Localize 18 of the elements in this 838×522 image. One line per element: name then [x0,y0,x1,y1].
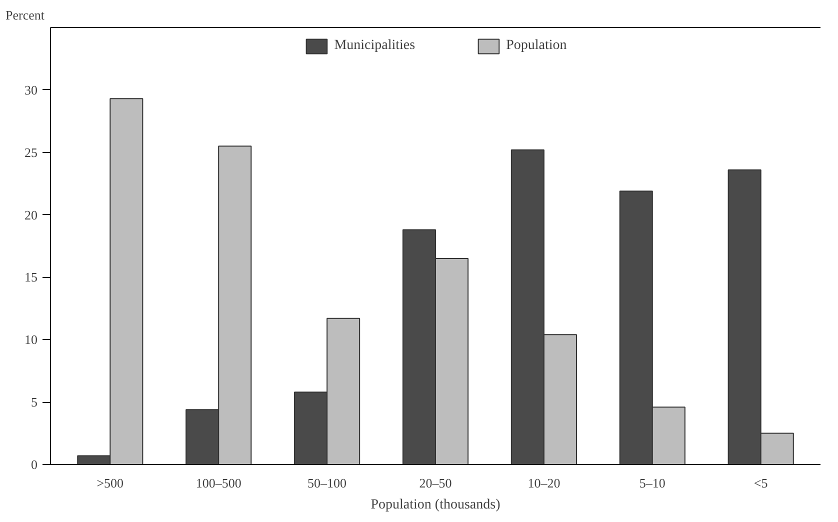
y-axis-title: Percent [6,8,45,22]
x-tick-label: >500 [96,476,124,490]
x-axis-title: Population (thousands) [370,498,501,512]
y-tick-label: 10 [24,332,38,348]
y-tick-label: 0 [31,457,38,472]
legend-label: Municipalities [334,38,416,54]
legend-label: Population [506,38,567,54]
x-tick-label: 10–20 [528,476,560,490]
y-tick-label: 30 [24,82,38,98]
y-tick-label: 25 [24,144,38,160]
y-tick-label: 5 [31,394,38,410]
y-tick-label: 15 [24,270,38,285]
x-tick-label: <5 [754,476,768,490]
x-tick-label: 5–10 [639,476,666,490]
y-tick-label: 20 [24,207,38,222]
x-tick-label: 20–50 [419,476,452,490]
x-tick-label: 100–500 [196,476,242,490]
x-tick-label: 50–100 [308,476,347,490]
